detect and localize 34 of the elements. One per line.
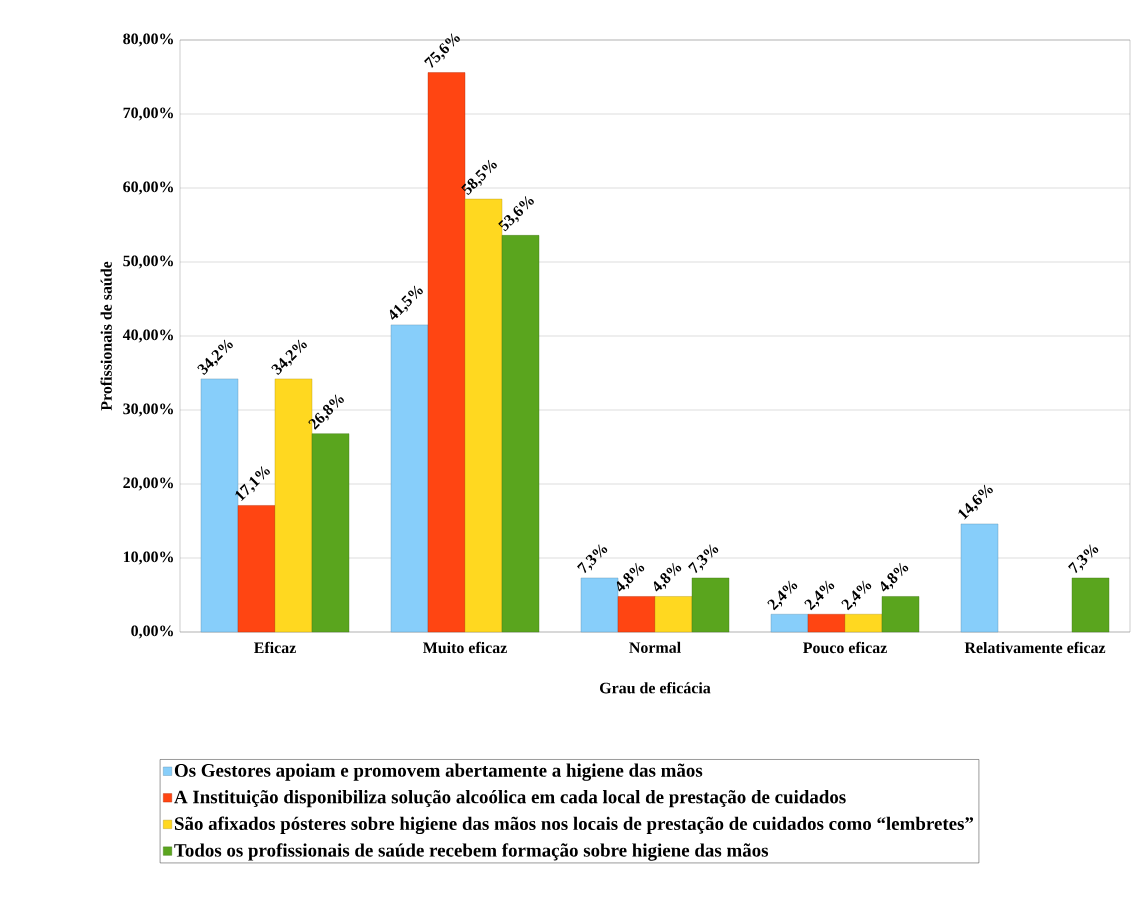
y-tick-label: 60,00% (123, 181, 173, 195)
legend-label: A Instituição disponibiliza solução alcoólica em cada local de prestação de cuidados (174, 790, 846, 808)
x-tick-label: Relativamente eficaz (964, 641, 1106, 654)
bar (654, 596, 693, 633)
y-tick-label: 40,00% (122, 329, 173, 343)
bar (390, 324, 429, 633)
bar (501, 235, 540, 633)
x-tick-label: Pouco eficaz (803, 641, 887, 654)
bar (881, 596, 920, 633)
x-tick-label: Muito eficaz (423, 641, 507, 654)
y-tick-label: 20,00% (123, 477, 173, 491)
bar (691, 577, 730, 633)
bar (580, 577, 619, 633)
bar (1071, 577, 1110, 633)
bar (770, 614, 809, 633)
bar (237, 505, 276, 633)
bar (807, 614, 846, 633)
legend-label: Os Gestores apoiam e promovem abertamente a higiene das mãos (174, 763, 703, 781)
y-tick-label: 10,00% (123, 551, 173, 565)
bar (844, 614, 883, 633)
bar (960, 523, 999, 633)
x-axis-title: Grau de eficácia (600, 682, 711, 694)
y-axis-title: Profissionais de saúde (100, 261, 112, 411)
y-tick-label: 30,00% (123, 403, 173, 417)
legend-label: Todos os profissionais de saúde recebem formação sobre higiene das mãos (174, 843, 769, 861)
y-tick-label: 80,00% (123, 33, 173, 47)
y-tick-label: 70,00% (123, 107, 173, 121)
y-tick-label: 50,00% (123, 255, 173, 269)
legend-label: São afixados pósteres sobre higiene das mãos nos locais de prestação de cuidados como “lembretes” (174, 816, 974, 835)
x-tick-label: Normal (629, 641, 681, 653)
y-tick-label: 0,00% (131, 625, 173, 639)
bar (617, 596, 656, 633)
bar (311, 433, 350, 633)
x-tick-label: Eficaz (254, 641, 296, 654)
